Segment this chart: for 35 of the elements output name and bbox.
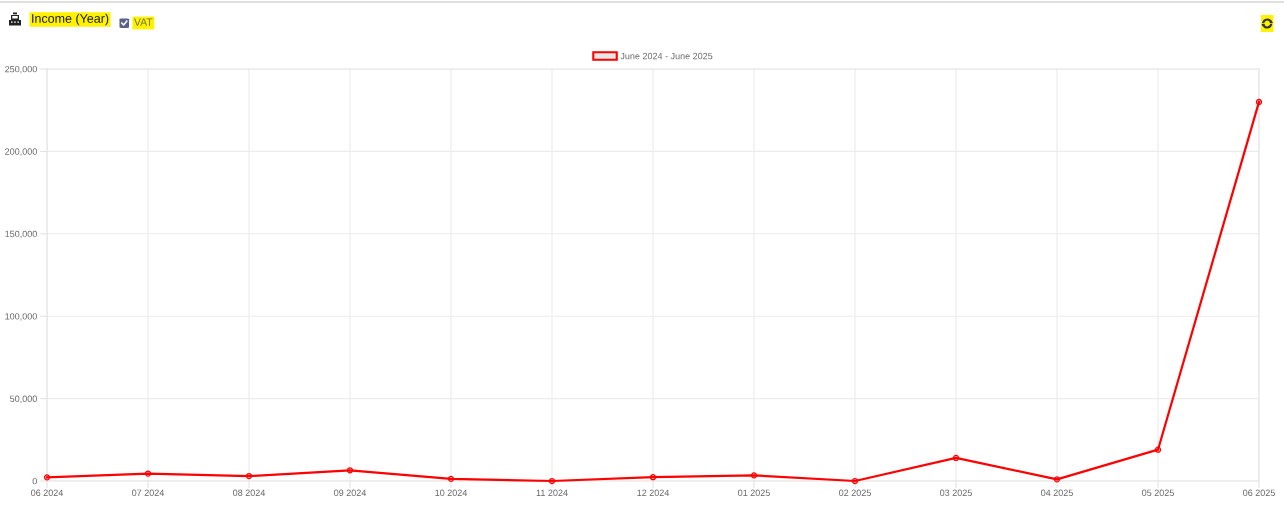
y-tick-label: 250,000: [5, 65, 37, 74]
y-tick-label: 100,000: [5, 313, 37, 321]
point: [851, 477, 859, 485]
point: [548, 477, 556, 485]
x-tick-label: 06 2024: [31, 489, 64, 496]
y-tick-label: 200,000: [5, 148, 37, 156]
point: [952, 454, 960, 462]
x-tick-label: 09 2024: [334, 489, 367, 496]
x-tick-label: 11 2024: [536, 489, 568, 496]
x-tick-label: 02 2025: [839, 489, 871, 496]
x-tick-label: 10 2024: [435, 489, 468, 496]
point: [43, 474, 51, 481]
y-tick-label: 150,000: [5, 230, 37, 239]
y-tick-label: 50,000: [10, 395, 37, 404]
x-tick-label: 07 2024: [132, 489, 165, 496]
x-tick-label: 08 2024: [233, 489, 266, 496]
point: [649, 474, 657, 481]
legend-label: June 2024 - June 2025: [620, 52, 713, 60]
text: VAT: [134, 18, 153, 26]
point: [144, 470, 152, 477]
point: [1053, 476, 1061, 483]
point: [245, 472, 253, 480]
y-tick-label: 0: [32, 477, 37, 485]
point: [447, 475, 455, 482]
point: [750, 472, 758, 479]
x-tick-label: 04 2025: [1041, 489, 1073, 496]
x-tick-label: 06 2025: [1243, 489, 1275, 496]
point: [346, 467, 354, 474]
x-tick-label: 03 2025: [940, 489, 972, 496]
chart-title: Income (Year): [32, 13, 109, 26]
x-tick-label: 05 2025: [1142, 489, 1174, 496]
x-tick-label: 01 2025: [738, 489, 770, 496]
point: [1255, 98, 1263, 106]
x-tick-label: 12 2024: [637, 489, 670, 496]
point: [1154, 446, 1162, 453]
